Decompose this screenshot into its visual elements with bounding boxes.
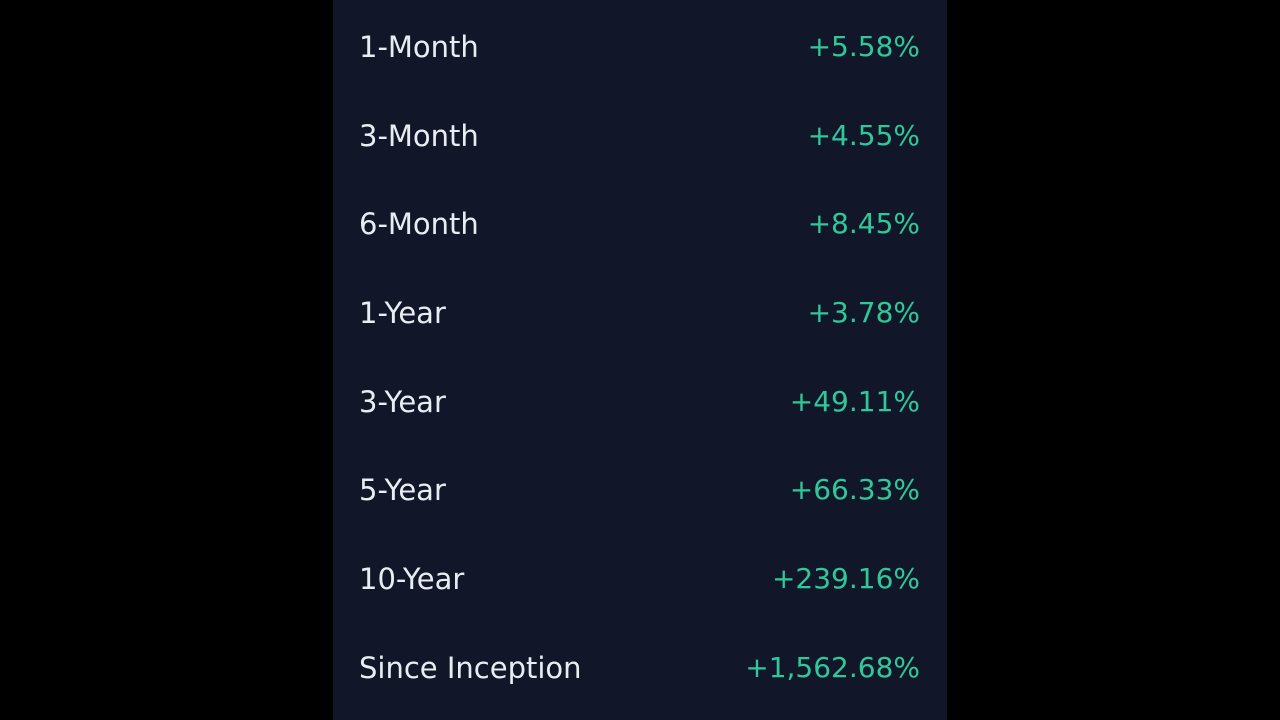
returns-row-1-month: 1-Month +5.58% <box>333 17 947 77</box>
period-label: 3-Month <box>359 119 479 153</box>
returns-row-5-year: 5-Year +66.33% <box>333 460 947 520</box>
returns-row-1-year: 1-Year +3.78% <box>333 283 947 343</box>
returns-row-since-inception: Since Inception +1,562.68% <box>333 638 947 698</box>
period-label: Since Inception <box>359 651 582 685</box>
period-label: 6-Month <box>359 207 479 241</box>
period-label: 1-Year <box>359 296 446 330</box>
returns-row-3-month: 3-Month +4.55% <box>333 106 947 166</box>
return-value: +239.16% <box>771 562 920 595</box>
returns-row-10-year: 10-Year +239.16% <box>333 549 947 609</box>
period-label: 3-Year <box>359 385 446 419</box>
returns-row-3-year: 3-Year +49.11% <box>333 372 947 432</box>
return-value: +4.55% <box>807 119 920 152</box>
return-value: +5.58% <box>807 30 920 63</box>
return-value: +66.33% <box>789 473 920 506</box>
returns-row-6-month: 6-Month +8.45% <box>333 194 947 254</box>
period-label: 1-Month <box>359 30 479 64</box>
return-value: +49.11% <box>789 385 920 418</box>
return-value: +8.45% <box>807 207 920 240</box>
return-value: +3.78% <box>807 296 920 329</box>
period-label: 5-Year <box>359 473 446 507</box>
returns-panel: 1-Month +5.58% 3-Month +4.55% 6-Month +8… <box>333 0 947 720</box>
return-value: +1,562.68% <box>745 651 920 684</box>
period-label: 10-Year <box>359 562 465 596</box>
